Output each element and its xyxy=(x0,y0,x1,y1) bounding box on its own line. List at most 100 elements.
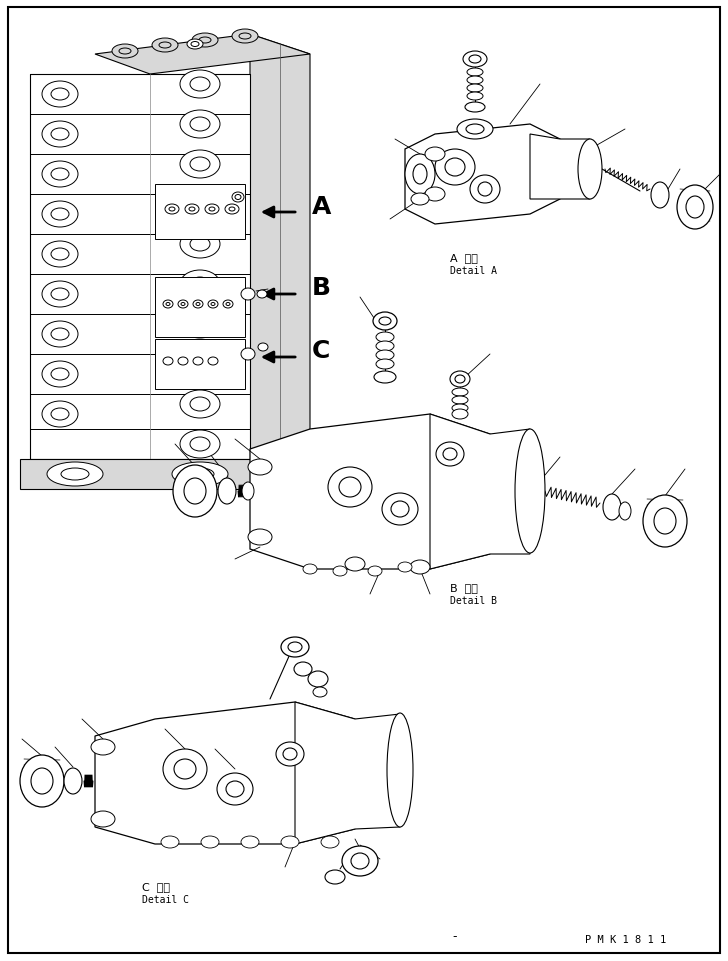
Ellipse shape xyxy=(51,129,69,141)
Ellipse shape xyxy=(61,469,89,480)
Ellipse shape xyxy=(281,836,299,849)
Ellipse shape xyxy=(42,282,78,308)
Ellipse shape xyxy=(189,208,195,211)
Ellipse shape xyxy=(152,39,178,53)
Ellipse shape xyxy=(181,303,185,307)
Ellipse shape xyxy=(235,195,241,200)
Ellipse shape xyxy=(166,303,170,307)
Ellipse shape xyxy=(42,402,78,428)
Ellipse shape xyxy=(382,494,418,526)
Text: -: - xyxy=(453,929,457,942)
Ellipse shape xyxy=(376,342,394,352)
Ellipse shape xyxy=(467,93,483,101)
Polygon shape xyxy=(95,35,310,75)
Ellipse shape xyxy=(180,111,220,138)
Ellipse shape xyxy=(119,49,131,55)
Bar xyxy=(30,430,250,459)
Ellipse shape xyxy=(159,43,171,49)
Ellipse shape xyxy=(467,77,483,85)
Ellipse shape xyxy=(677,185,713,230)
Ellipse shape xyxy=(374,372,396,383)
Ellipse shape xyxy=(435,150,475,185)
Ellipse shape xyxy=(190,398,210,411)
Text: B  詳細: B 詳細 xyxy=(450,582,478,592)
Ellipse shape xyxy=(199,38,211,44)
Ellipse shape xyxy=(190,78,210,92)
Ellipse shape xyxy=(172,462,228,486)
Ellipse shape xyxy=(443,449,457,460)
Ellipse shape xyxy=(466,125,484,135)
Ellipse shape xyxy=(578,140,602,200)
Ellipse shape xyxy=(457,120,493,140)
Ellipse shape xyxy=(208,357,218,365)
Bar xyxy=(155,339,245,389)
Bar xyxy=(30,75,250,115)
Ellipse shape xyxy=(190,437,210,452)
Ellipse shape xyxy=(180,71,220,99)
Ellipse shape xyxy=(241,836,259,849)
Ellipse shape xyxy=(42,322,78,348)
Ellipse shape xyxy=(91,811,115,827)
Ellipse shape xyxy=(51,209,69,221)
Ellipse shape xyxy=(112,45,138,59)
Ellipse shape xyxy=(258,344,268,352)
Polygon shape xyxy=(20,459,270,489)
Text: A  詳細: A 詳細 xyxy=(450,253,478,262)
Ellipse shape xyxy=(391,502,409,517)
Ellipse shape xyxy=(232,193,244,203)
Bar xyxy=(30,395,250,430)
Ellipse shape xyxy=(351,853,369,869)
Ellipse shape xyxy=(201,836,219,849)
Polygon shape xyxy=(430,414,530,570)
Ellipse shape xyxy=(20,755,64,807)
Ellipse shape xyxy=(180,231,220,259)
Ellipse shape xyxy=(51,169,69,181)
Text: P M K 1 8 1 1: P M K 1 8 1 1 xyxy=(585,934,666,944)
Ellipse shape xyxy=(654,508,676,534)
Text: C  詳細: C 詳細 xyxy=(142,881,170,891)
Ellipse shape xyxy=(196,303,200,307)
Ellipse shape xyxy=(436,442,464,466)
Ellipse shape xyxy=(184,479,206,505)
Ellipse shape xyxy=(229,208,235,211)
Ellipse shape xyxy=(190,357,210,372)
Ellipse shape xyxy=(191,42,199,47)
Ellipse shape xyxy=(186,469,214,480)
Ellipse shape xyxy=(225,205,239,214)
Text: C: C xyxy=(312,338,331,362)
Ellipse shape xyxy=(91,739,115,755)
Text: Detail C: Detail C xyxy=(142,894,189,904)
Ellipse shape xyxy=(619,503,631,521)
Ellipse shape xyxy=(387,713,413,827)
Ellipse shape xyxy=(211,303,215,307)
Ellipse shape xyxy=(180,151,220,179)
Ellipse shape xyxy=(190,158,210,172)
Text: Detail A: Detail A xyxy=(450,266,497,276)
Ellipse shape xyxy=(469,56,481,64)
Ellipse shape xyxy=(180,191,220,219)
Bar xyxy=(30,234,250,275)
Ellipse shape xyxy=(470,176,500,204)
Text: A: A xyxy=(312,195,331,219)
Ellipse shape xyxy=(405,155,435,195)
Bar xyxy=(30,314,250,355)
Ellipse shape xyxy=(450,372,470,387)
Ellipse shape xyxy=(248,530,272,546)
Ellipse shape xyxy=(192,34,218,48)
Ellipse shape xyxy=(226,303,230,307)
Ellipse shape xyxy=(190,118,210,132)
Ellipse shape xyxy=(205,205,219,214)
Ellipse shape xyxy=(178,357,188,365)
Ellipse shape xyxy=(161,836,179,849)
Polygon shape xyxy=(95,702,355,844)
Ellipse shape xyxy=(643,496,687,548)
Ellipse shape xyxy=(173,465,217,517)
Text: Detail B: Detail B xyxy=(450,596,497,605)
Ellipse shape xyxy=(42,161,78,187)
Ellipse shape xyxy=(373,312,397,331)
Ellipse shape xyxy=(281,637,309,657)
Ellipse shape xyxy=(163,357,173,365)
Ellipse shape xyxy=(411,194,429,206)
Ellipse shape xyxy=(241,288,255,301)
Ellipse shape xyxy=(410,560,430,575)
